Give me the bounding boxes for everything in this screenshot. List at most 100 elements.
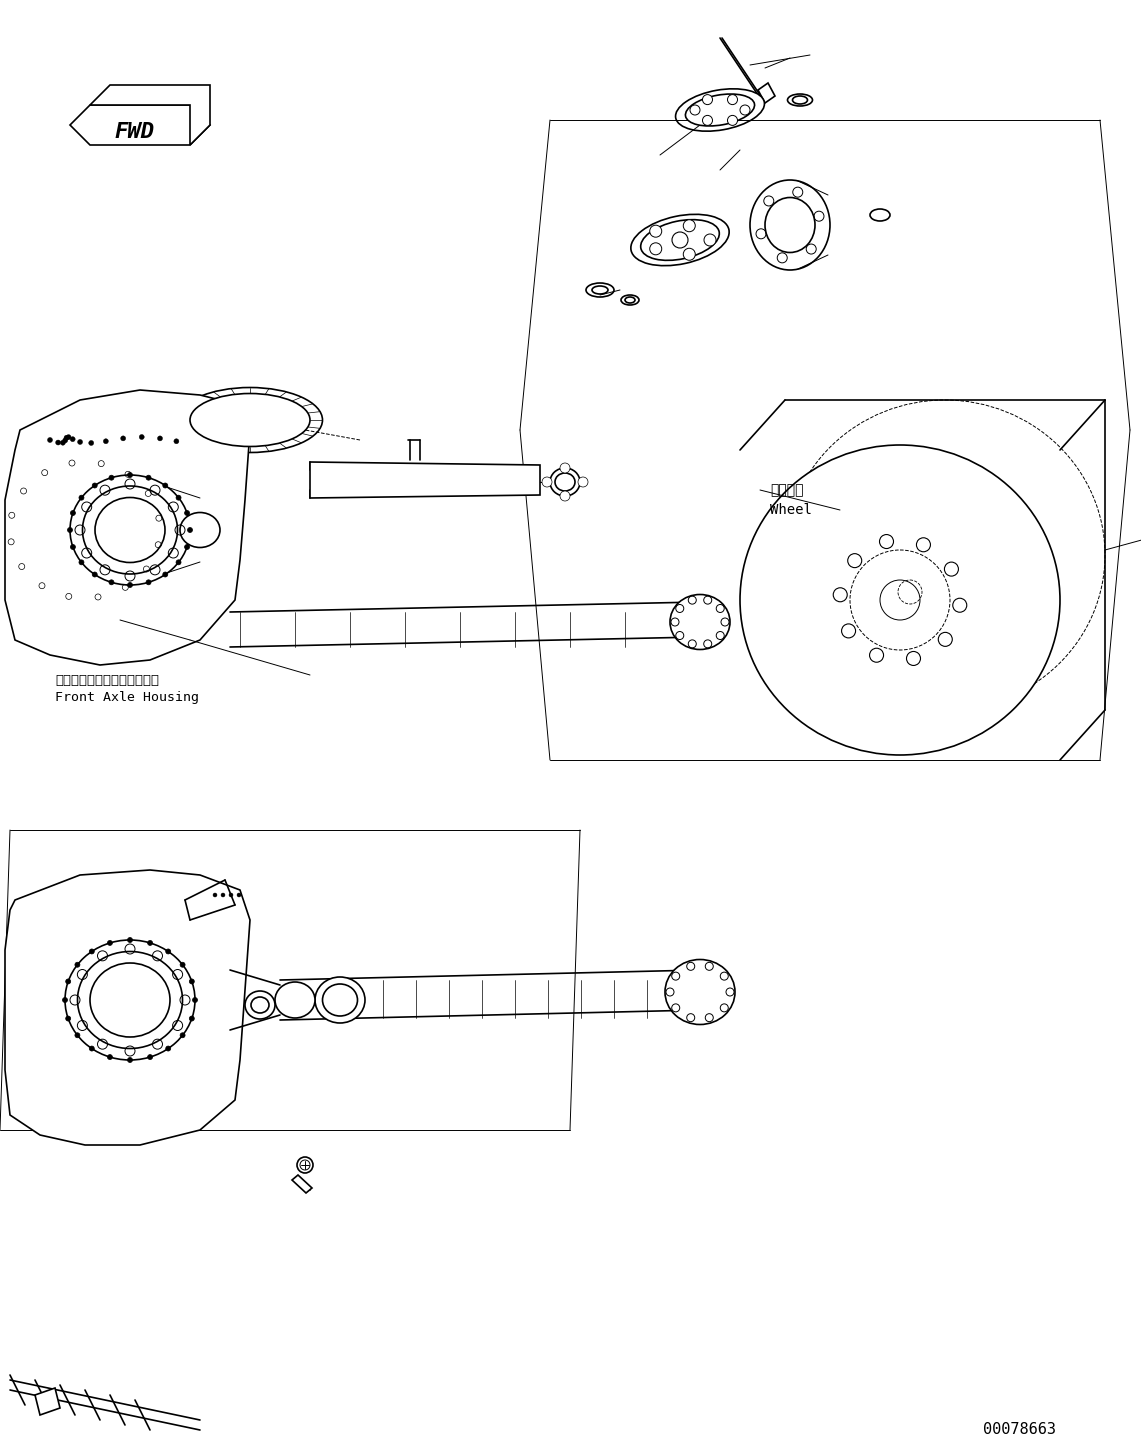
Ellipse shape <box>275 981 315 1018</box>
Ellipse shape <box>315 977 365 1024</box>
Polygon shape <box>758 83 775 103</box>
Circle shape <box>128 473 132 478</box>
Ellipse shape <box>670 594 730 649</box>
Ellipse shape <box>95 498 165 562</box>
Circle shape <box>128 938 132 942</box>
Circle shape <box>213 893 217 897</box>
Circle shape <box>672 232 688 248</box>
Ellipse shape <box>555 473 575 491</box>
Circle shape <box>89 441 94 446</box>
Ellipse shape <box>78 952 183 1048</box>
Circle shape <box>60 440 65 446</box>
Circle shape <box>229 893 233 897</box>
Polygon shape <box>35 1388 60 1415</box>
Circle shape <box>147 941 153 945</box>
Circle shape <box>237 893 241 897</box>
Ellipse shape <box>793 96 808 103</box>
Polygon shape <box>5 390 250 665</box>
Circle shape <box>56 440 60 446</box>
Circle shape <box>128 582 132 588</box>
Text: 00078663: 00078663 <box>984 1423 1057 1437</box>
Circle shape <box>703 115 712 125</box>
Circle shape <box>649 243 662 255</box>
Circle shape <box>187 527 193 533</box>
Ellipse shape <box>592 285 608 294</box>
Circle shape <box>75 1032 80 1038</box>
Ellipse shape <box>787 95 812 106</box>
Circle shape <box>704 234 717 246</box>
Ellipse shape <box>82 486 178 574</box>
Circle shape <box>180 1032 185 1038</box>
Circle shape <box>690 105 699 115</box>
Polygon shape <box>310 462 540 498</box>
Circle shape <box>165 949 171 954</box>
Circle shape <box>728 115 737 125</box>
Circle shape <box>542 478 552 486</box>
Ellipse shape <box>178 387 323 453</box>
Polygon shape <box>292 1175 311 1192</box>
Circle shape <box>146 475 151 480</box>
Ellipse shape <box>251 997 269 1013</box>
Circle shape <box>560 463 570 473</box>
Circle shape <box>165 1045 171 1051</box>
Circle shape <box>63 438 67 443</box>
Circle shape <box>128 1057 132 1063</box>
Circle shape <box>163 483 168 488</box>
Circle shape <box>78 440 82 444</box>
Circle shape <box>189 978 194 984</box>
Circle shape <box>139 434 144 440</box>
Circle shape <box>108 579 114 585</box>
Circle shape <box>67 527 73 533</box>
Ellipse shape <box>586 282 614 297</box>
Text: フロントアクスルハウジング: フロントアクスルハウジング <box>55 674 159 686</box>
Ellipse shape <box>621 296 639 304</box>
Circle shape <box>180 962 185 967</box>
Circle shape <box>176 559 181 565</box>
Ellipse shape <box>180 513 220 547</box>
Circle shape <box>147 1054 153 1060</box>
Circle shape <box>560 491 570 501</box>
Ellipse shape <box>65 941 195 1060</box>
Ellipse shape <box>750 181 830 269</box>
Polygon shape <box>90 84 210 146</box>
Circle shape <box>64 435 68 440</box>
Ellipse shape <box>191 393 310 447</box>
Circle shape <box>107 1054 113 1060</box>
Circle shape <box>173 438 179 444</box>
Circle shape <box>75 962 80 967</box>
Circle shape <box>185 511 189 515</box>
Circle shape <box>728 95 737 105</box>
Ellipse shape <box>869 210 890 221</box>
Ellipse shape <box>70 475 191 585</box>
Circle shape <box>66 435 71 440</box>
Ellipse shape <box>641 220 719 261</box>
Ellipse shape <box>675 89 764 131</box>
Ellipse shape <box>323 984 357 1016</box>
Circle shape <box>48 437 52 443</box>
Ellipse shape <box>631 214 729 265</box>
Circle shape <box>108 475 114 480</box>
Circle shape <box>71 437 75 441</box>
Circle shape <box>741 105 750 115</box>
Polygon shape <box>70 105 210 146</box>
Circle shape <box>193 997 197 1003</box>
Circle shape <box>89 1045 95 1051</box>
Circle shape <box>176 495 181 501</box>
Circle shape <box>92 483 97 488</box>
Circle shape <box>89 949 95 954</box>
Ellipse shape <box>741 446 1060 756</box>
Text: FWD: FWD <box>115 122 155 143</box>
Circle shape <box>107 941 113 945</box>
Ellipse shape <box>245 992 275 1019</box>
Circle shape <box>66 1016 71 1021</box>
Polygon shape <box>5 871 250 1144</box>
Circle shape <box>189 1016 194 1021</box>
Circle shape <box>104 438 108 444</box>
Circle shape <box>146 579 151 585</box>
Circle shape <box>578 478 588 486</box>
Text: ホイール: ホイール <box>770 483 803 496</box>
Circle shape <box>121 435 126 441</box>
Circle shape <box>221 893 225 897</box>
Circle shape <box>683 249 695 261</box>
Circle shape <box>703 95 712 105</box>
